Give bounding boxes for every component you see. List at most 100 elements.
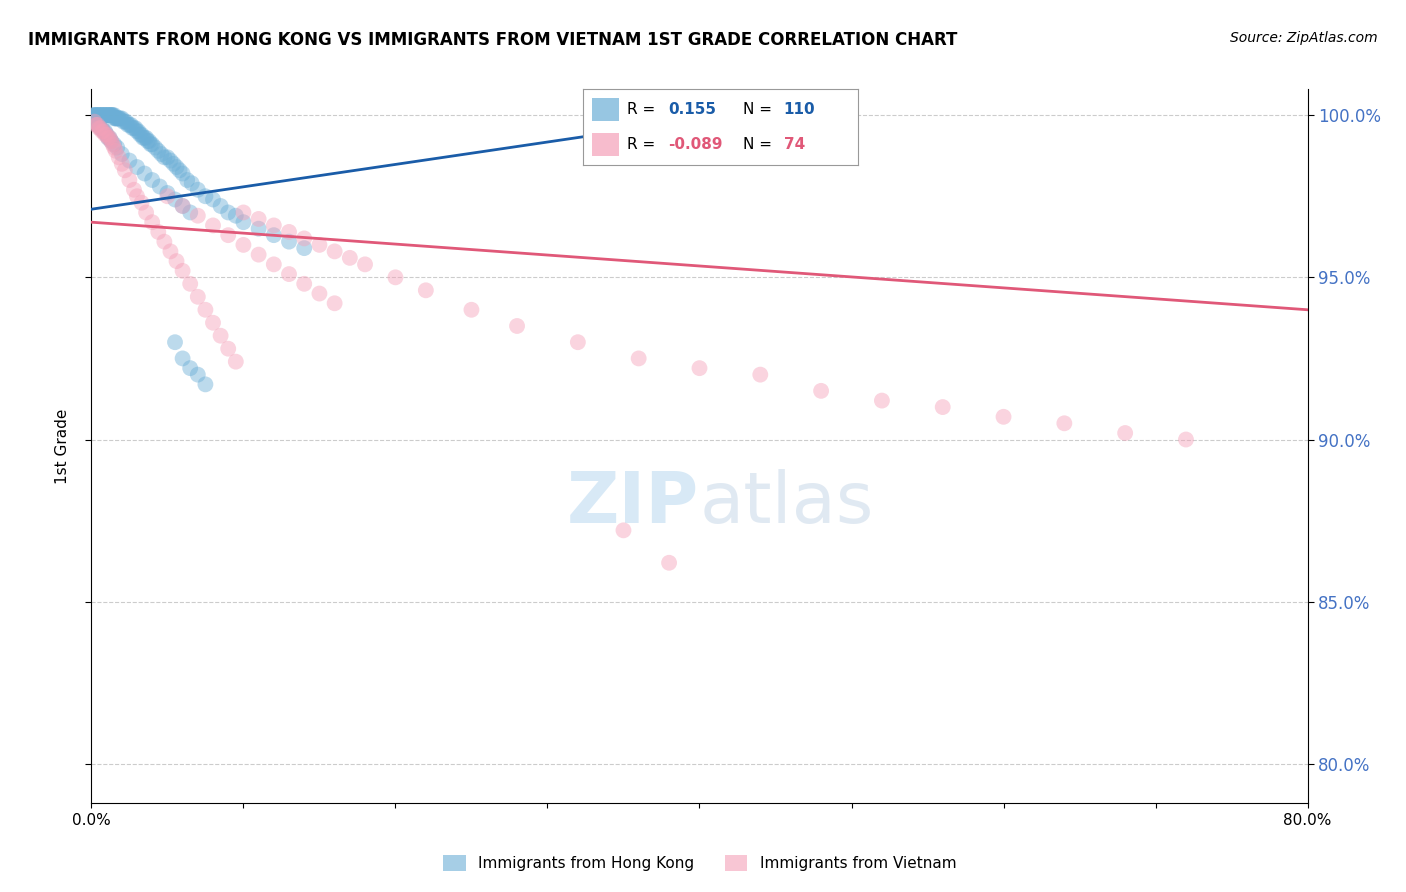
- Point: [84, 108, 107, 122]
- Point: [96, 128, 118, 142]
- Point: [84, 114, 107, 128]
- Point: [89, 108, 111, 122]
- Point: [263, 219, 285, 233]
- Point: [118, 173, 141, 187]
- Point: [209, 328, 232, 343]
- Point: [121, 121, 143, 136]
- Point: [202, 193, 225, 207]
- Point: [93, 108, 115, 122]
- Point: [172, 199, 194, 213]
- Point: [163, 193, 186, 207]
- Point: [105, 112, 128, 126]
- Point: [96, 108, 118, 122]
- Point: [101, 137, 124, 152]
- Point: [172, 167, 194, 181]
- Point: [217, 205, 239, 219]
- Text: atlas: atlas: [699, 468, 875, 538]
- Point: [148, 225, 170, 239]
- Point: [125, 124, 148, 138]
- Point: [292, 277, 315, 291]
- Point: [86, 118, 108, 132]
- Text: IMMIGRANTS FROM HONG KONG VS IMMIGRANTS FROM VIETNAM 1ST GRADE CORRELATION CHART: IMMIGRANTS FROM HONG KONG VS IMMIGRANTS …: [28, 31, 957, 49]
- Point: [931, 400, 953, 414]
- Point: [104, 112, 127, 126]
- Point: [139, 137, 162, 152]
- Point: [93, 124, 115, 138]
- Point: [143, 140, 166, 154]
- Point: [156, 189, 179, 203]
- Point: [232, 238, 254, 252]
- Text: 0.155: 0.155: [668, 103, 717, 117]
- Bar: [592, 133, 619, 156]
- Point: [247, 211, 270, 226]
- Point: [179, 205, 201, 219]
- Point: [138, 134, 160, 148]
- Point: [810, 384, 832, 398]
- Text: ZIP: ZIP: [567, 468, 699, 538]
- Point: [97, 108, 120, 122]
- Point: [120, 118, 142, 132]
- Point: [688, 361, 710, 376]
- Point: [187, 368, 209, 382]
- Point: [162, 157, 184, 171]
- Point: [194, 189, 217, 203]
- Text: -0.089: -0.089: [668, 137, 723, 152]
- Point: [103, 108, 125, 122]
- Point: [627, 351, 650, 366]
- Point: [122, 121, 145, 136]
- Point: [460, 302, 482, 317]
- Point: [84, 118, 107, 132]
- Point: [159, 244, 181, 259]
- Point: [94, 108, 117, 122]
- Y-axis label: 1st Grade: 1st Grade: [55, 409, 70, 483]
- Point: [153, 235, 176, 249]
- Point: [225, 354, 247, 368]
- Point: [97, 131, 120, 145]
- Text: N =: N =: [742, 103, 772, 117]
- Point: [100, 108, 122, 122]
- Point: [179, 361, 201, 376]
- Point: [217, 342, 239, 356]
- Point: [100, 134, 122, 148]
- Point: [323, 296, 346, 310]
- Point: [115, 114, 138, 128]
- Point: [217, 228, 239, 243]
- Point: [176, 173, 198, 187]
- Point: [122, 183, 145, 197]
- Point: [278, 225, 301, 239]
- Point: [125, 160, 148, 174]
- Point: [187, 209, 209, 223]
- Point: [104, 144, 127, 158]
- Text: R =: R =: [627, 137, 655, 152]
- Point: [179, 277, 201, 291]
- Point: [103, 112, 125, 126]
- Point: [91, 124, 114, 138]
- Point: [232, 215, 254, 229]
- Point: [86, 118, 108, 132]
- Point: [141, 215, 163, 229]
- Point: [1114, 425, 1136, 440]
- Point: [93, 108, 115, 122]
- Text: Source: ZipAtlas.com: Source: ZipAtlas.com: [1230, 31, 1378, 45]
- Point: [111, 112, 134, 126]
- Point: [98, 131, 121, 145]
- Point: [187, 183, 209, 197]
- Point: [172, 199, 194, 213]
- Point: [202, 316, 225, 330]
- Point: [128, 124, 150, 138]
- Point: [89, 121, 111, 136]
- Point: [94, 108, 117, 122]
- Point: [96, 128, 118, 142]
- Point: [98, 131, 121, 145]
- Point: [202, 219, 225, 233]
- Point: [134, 131, 156, 145]
- Point: [107, 150, 129, 164]
- Point: [131, 195, 153, 210]
- Point: [658, 556, 681, 570]
- Point: [112, 114, 135, 128]
- Point: [339, 251, 361, 265]
- Point: [91, 108, 114, 122]
- Point: [96, 108, 118, 122]
- Point: [104, 112, 127, 126]
- Point: [292, 231, 315, 245]
